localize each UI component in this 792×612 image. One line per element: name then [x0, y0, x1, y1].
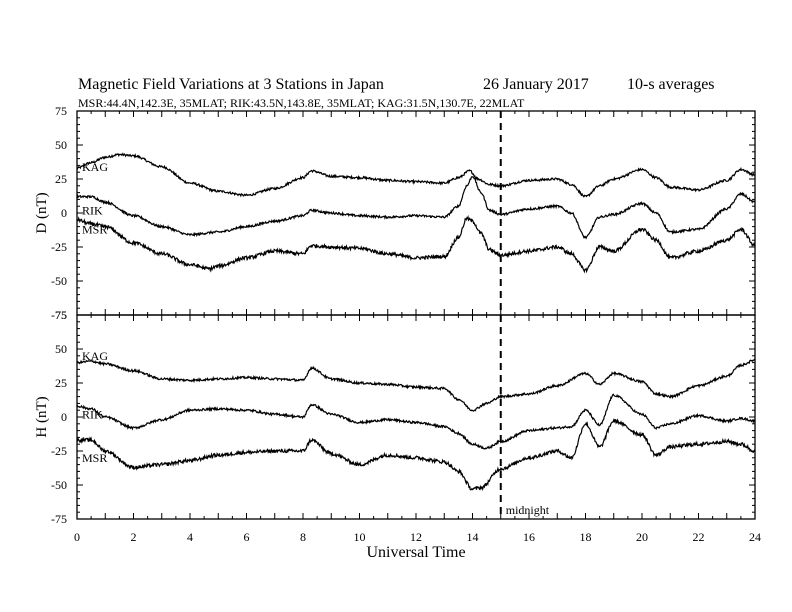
station-info: MSR:44.4N,142.3E, 35MLAT; RIK:43.5N,143.…: [78, 96, 525, 110]
d-series-rik: [76, 176, 756, 240]
x-tick-label: 0: [74, 530, 80, 544]
h-series-label-rik: RIK: [82, 407, 103, 421]
x-tick-label: 22: [693, 530, 705, 544]
d-ytick-label: 0: [61, 206, 67, 220]
h-series-msr: [76, 417, 756, 492]
h-series-kag: [76, 358, 756, 412]
h-ytick-label: 25: [55, 376, 67, 390]
x-tick-label: 8: [300, 530, 306, 544]
chart-date: 26 January 2017: [483, 76, 589, 93]
h-ytick-label: -75: [51, 512, 67, 526]
x-tick-label: 16: [523, 530, 535, 544]
x-tick-label: 12: [410, 530, 422, 544]
d-y-axis-label: D (nT): [34, 192, 50, 233]
d-ytick-label: -50: [51, 274, 67, 288]
d-ytick-label: -25: [51, 240, 67, 254]
d-series-kag: [76, 152, 756, 198]
d-panel: 75 50 25 0 -25 -50 -75 D (nT) KAG RIK MSR: [34, 104, 756, 322]
h-ytick-label: -25: [51, 444, 67, 458]
chart-averaging: 10-s averages: [627, 76, 715, 93]
h-series-label-msr: MSR: [82, 451, 107, 465]
h-ytick-label: 0: [61, 410, 67, 424]
x-tick-label: 2: [131, 530, 137, 544]
x-tick-label: 24: [749, 530, 761, 544]
x-axis-label: Universal Time: [366, 544, 465, 561]
d-ytick-label: -75: [51, 308, 67, 322]
x-tick-label: 4: [187, 530, 193, 544]
x-tick-label: 14: [467, 530, 479, 544]
d-ytick-label: 25: [55, 172, 67, 186]
h-y-axis-label: H (nT): [34, 396, 50, 437]
d-ytick-label: 50: [55, 138, 67, 152]
x-tick-label: 18: [580, 530, 592, 544]
h-ytick-label: -50: [51, 478, 67, 492]
chart-title: Magnetic Field Variations at 3 Stations …: [78, 76, 384, 93]
d-ytick-label: 75: [55, 104, 67, 118]
midnight-label: midnight: [506, 503, 550, 517]
d-series-label-kag: KAG: [82, 160, 108, 174]
d-series-label-msr: MSR: [82, 222, 107, 236]
d-panel-frame: [76, 110, 756, 316]
h-panel-frame: [76, 314, 756, 520]
h-ytick-label: 50: [55, 342, 67, 356]
h-series-label-kag: KAG: [82, 349, 108, 363]
d-series-msr: [76, 214, 756, 274]
x-tick-label: 10: [354, 530, 366, 544]
x-tick-label: 20: [636, 530, 648, 544]
h-series-rik: [76, 393, 756, 450]
d-series-label-rik: RIK: [82, 203, 103, 217]
x-tick-label: 6: [244, 530, 250, 544]
h-ytick-label: 75: [55, 308, 67, 322]
